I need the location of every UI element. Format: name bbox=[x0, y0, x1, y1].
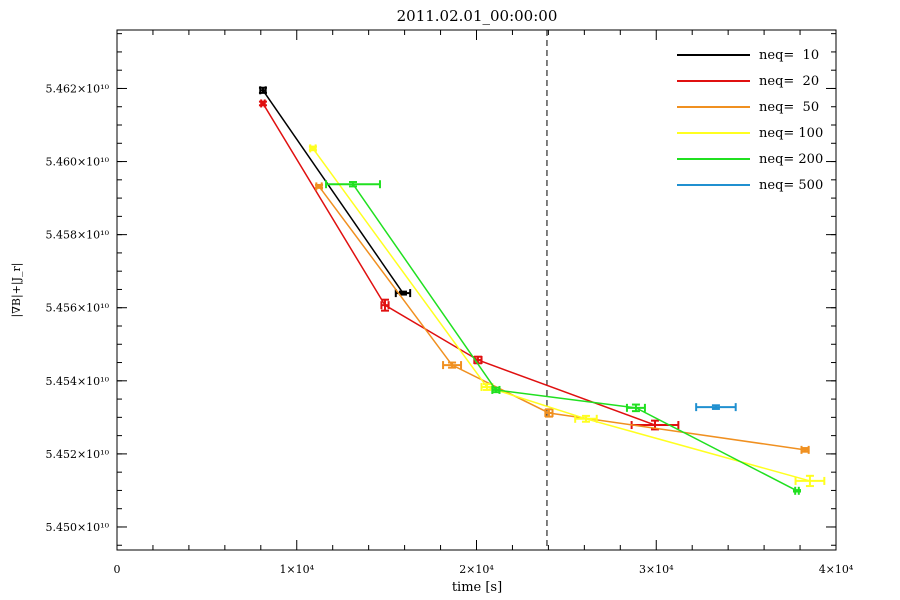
y-tick-label: 5.454×10¹⁰ bbox=[45, 375, 109, 388]
data-point-errorbar bbox=[480, 383, 494, 392]
data-point-errorbar bbox=[544, 408, 554, 418]
legend-label: neq= 50 bbox=[759, 100, 819, 115]
series-line bbox=[262, 103, 656, 426]
series-line bbox=[352, 183, 798, 492]
x-axis-label: time [s] bbox=[452, 580, 502, 595]
y-tick-label: 5.452×10¹⁰ bbox=[45, 448, 109, 461]
data-point-errorbar bbox=[258, 86, 267, 95]
data-point-errorbar bbox=[442, 361, 463, 370]
series-1 bbox=[258, 99, 680, 431]
series-0 bbox=[258, 86, 412, 298]
data-point-errorbar bbox=[258, 99, 267, 108]
series-line bbox=[312, 147, 811, 482]
y-tick-label: 5.456×10¹⁰ bbox=[45, 302, 109, 315]
data-point-errorbar bbox=[794, 474, 826, 488]
series-4 bbox=[325, 180, 801, 495]
data-point-errorbar bbox=[380, 298, 390, 312]
data-point-errorbar bbox=[308, 144, 317, 153]
x-tick-label: 3×10⁴ bbox=[639, 563, 674, 576]
data-point-errorbar bbox=[695, 403, 737, 412]
x-tick-label: 0 bbox=[114, 563, 121, 576]
legend-label: neq= 200 bbox=[759, 152, 823, 167]
series-3 bbox=[308, 144, 826, 488]
y-tick-label: 5.462×10¹⁰ bbox=[45, 82, 109, 95]
legend-label: neq= 500 bbox=[759, 178, 823, 193]
y-axis-label: |∇B|+|J_r| bbox=[10, 263, 24, 318]
data-point-errorbar bbox=[491, 385, 501, 394]
y-tick-label: 5.458×10¹⁰ bbox=[45, 229, 109, 242]
data-point-errorbar bbox=[574, 414, 598, 423]
legend-label: neq= 100 bbox=[759, 126, 823, 141]
legend-label: neq= 10 bbox=[759, 48, 819, 63]
series-5 bbox=[695, 403, 737, 412]
legend-label: neq= 20 bbox=[759, 74, 819, 89]
x-tick-label: 2×10⁴ bbox=[459, 563, 494, 576]
data-point-errorbar bbox=[315, 182, 324, 191]
data-point-errorbar bbox=[792, 486, 801, 495]
data-point-errorbar bbox=[800, 445, 810, 454]
x-tick-label: 4×10⁴ bbox=[819, 563, 854, 576]
data-point-errorbar bbox=[325, 180, 381, 189]
y-tick-label: 5.460×10¹⁰ bbox=[45, 156, 109, 169]
series-line bbox=[262, 89, 404, 294]
y-tick-label: 5.450×10¹⁰ bbox=[45, 521, 109, 534]
series-2 bbox=[315, 182, 810, 454]
x-tick-label: 1×10⁴ bbox=[279, 563, 314, 576]
data-point-errorbar bbox=[625, 403, 646, 413]
chart-title: 2011.02.01_00:00:00 bbox=[397, 7, 558, 25]
